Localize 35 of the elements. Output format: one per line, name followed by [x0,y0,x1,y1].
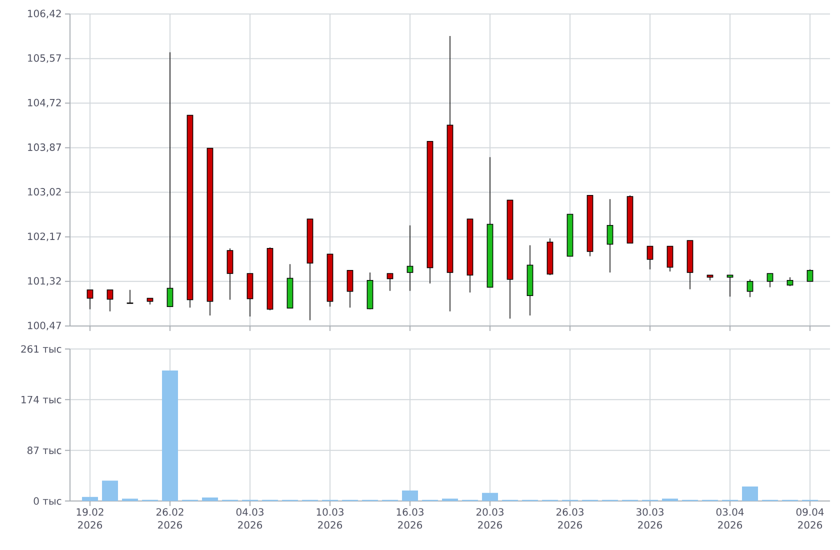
x-tick-label: 30.03 2026 [636,508,664,529]
y-tick-label: 87 тыс [27,446,62,454]
candlestick [406,224,414,292]
candlestick [226,248,234,300]
y-tick-label: 103,02 [28,188,61,197]
x-tick-label: 19.02 2026 [76,508,104,529]
y-tick-label: 106,42 [28,10,61,18]
y-tick-label: 105,57 [28,54,61,63]
x-tick-label: 26.02 2026 [156,508,184,529]
y-tick-label: 104,72 [28,98,61,108]
y-tick-label: 174 тыс [22,396,62,404]
x-tick-label: 20.03 2026 [476,508,504,529]
y-tick-label: 103,87 [28,143,61,152]
bar [162,370,178,501]
y-tick-label: 0 тыс [34,497,62,505]
bar [82,496,98,501]
bar [102,480,118,501]
bar [402,490,418,501]
bar [202,498,218,501]
candlestick [606,198,614,273]
bar [482,492,498,501]
y-tick-label: 102,17 [28,232,61,242]
candlestick [446,36,454,312]
x-tick-label: 10.03 2026 [316,508,344,529]
bar [742,486,758,501]
y-tick-label: 261 тыс [21,345,62,353]
y-tick-label: 101,32 [28,277,61,286]
x-tick-label: 09.04 2026 [796,508,824,529]
x-tick-label: 03.04 2026 [716,508,744,529]
x-tick-label: 04.03 2026 [236,508,264,529]
candlestick [746,278,754,298]
candlestick [526,244,534,316]
y-tick-label: 100,47 [28,322,61,330]
x-tick-label: 16.03 2026 [396,508,424,529]
x-tick-label: 26.03 2026 [556,508,584,529]
